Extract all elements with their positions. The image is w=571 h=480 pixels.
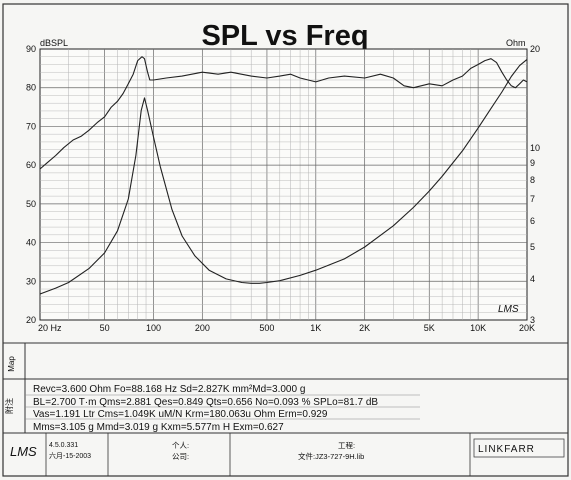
left-tick-label: 60 <box>26 160 36 170</box>
right-tick-label: 6 <box>530 216 535 226</box>
left-tick-label: 50 <box>26 199 36 209</box>
right-tick-label: 8 <box>530 175 535 185</box>
right-tick-label: 5 <box>530 242 535 252</box>
footer-brand: LMS <box>10 444 37 459</box>
x-tick-label: 200 <box>195 323 210 333</box>
right-axis-unit: Ohm <box>506 38 526 48</box>
plot-area <box>39 48 528 321</box>
right-tick-label: 4 <box>530 274 535 284</box>
left-axis-ticks: 20 30 40 50 60 70 80 90 <box>26 44 36 325</box>
x-tick-label: 10K <box>470 323 486 333</box>
left-tick-label: 80 <box>26 83 36 93</box>
x-tick-label: 1K <box>310 323 321 333</box>
right-axis-ticks: 20 10 9 8 7 6 5 4 3 <box>530 44 540 325</box>
right-tick-label: 9 <box>530 158 535 168</box>
chart-brand-mark: LMS <box>498 304 519 315</box>
x-tick-label: 2K <box>359 323 370 333</box>
footer-logo: LINKFARR <box>478 444 535 455</box>
footer-date: 六月-15-2003 <box>49 451 91 460</box>
footer-person-label: 个人: <box>172 441 189 450</box>
x-tick-label: 500 <box>259 323 274 333</box>
map-label: Map <box>7 356 16 372</box>
chart-title: SPL vs Freq <box>201 20 368 52</box>
footer-file-label: 文件:JZ3-727-9H.lib <box>298 451 364 461</box>
x-tick-label: 20 Hz <box>38 323 62 333</box>
param-line-2: BL=2.700 T·m Qms=2.881 Qes=0.849 Qts=0.6… <box>33 397 378 408</box>
param-line-3: Vas=1.191 Ltr Cms=1.049K uM/N Krm=180.06… <box>33 409 328 420</box>
x-tick-label: 5K <box>424 323 435 333</box>
right-tick-label: 10 <box>530 143 540 153</box>
left-tick-label: 70 <box>26 121 36 131</box>
left-axis-unit: dBSPL <box>40 38 68 48</box>
left-tick-label: 40 <box>26 238 36 248</box>
right-tick-label: 3 <box>530 315 535 325</box>
left-tick-label: 20 <box>26 315 36 325</box>
param-line-1: Revc=3.600 Ohm Fo=88.168 Hz Sd=2.827K mm… <box>33 384 305 395</box>
param-line-4: Mms=3.105 g Mmd=3.019 g Kxm=5.577m H Exm… <box>33 422 284 433</box>
x-tick-label: 100 <box>146 323 161 333</box>
footer-logo-box <box>473 438 565 458</box>
footer-company-label: 公司: <box>172 452 189 461</box>
left-tick-label: 90 <box>26 44 36 54</box>
x-tick-label: 50 <box>100 323 110 333</box>
footer-project-label: 工程: <box>338 441 355 450</box>
series-group <box>39 56 528 295</box>
right-tick-label: 7 <box>530 194 535 204</box>
x-axis-ticks: 20 Hz 50 100 200 500 1K 2K 5K 10K 20K <box>38 323 535 333</box>
impedance-curve-line <box>39 58 528 295</box>
x-tick-label: 20K <box>519 323 535 333</box>
right-tick-label: 20 <box>530 44 540 54</box>
left-tick-label: 30 <box>26 276 36 286</box>
spl-curve-line <box>39 56 528 170</box>
notes-label: 附注 <box>4 398 14 414</box>
footer-version: 4.5.0.331 <box>49 442 78 449</box>
